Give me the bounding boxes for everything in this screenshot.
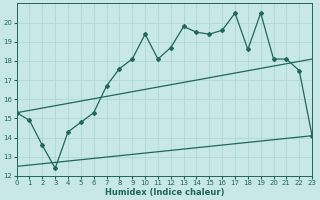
- X-axis label: Humidex (Indice chaleur): Humidex (Indice chaleur): [105, 188, 224, 197]
